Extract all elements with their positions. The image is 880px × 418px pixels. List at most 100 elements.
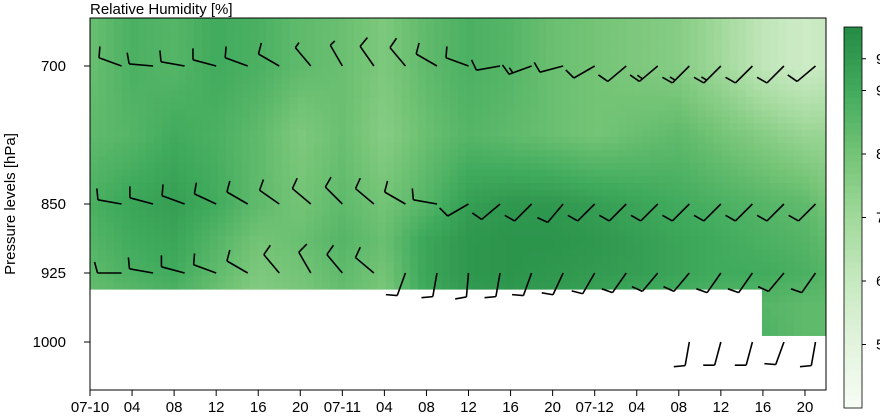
- rh-cell: [674, 222, 683, 230]
- rh-cell: [762, 282, 771, 290]
- rh-cell: [578, 123, 587, 131]
- rh-cell: [506, 249, 515, 257]
- rh-cell: [130, 282, 139, 290]
- rh-cell: [522, 83, 531, 91]
- rh-cell: [266, 169, 275, 177]
- rh-cell: [314, 282, 323, 290]
- rh-cell: [162, 57, 171, 65]
- rh-cell: [602, 156, 611, 164]
- rh-cell: [762, 37, 771, 45]
- rh-cell: [770, 43, 779, 52]
- rh-cell: [442, 30, 451, 38]
- rh-cell: [794, 156, 803, 164]
- rh-cell: [314, 216, 323, 224]
- rh-cell: [642, 18, 651, 25]
- rh-cell: [634, 136, 643, 144]
- rh-cell: [570, 163, 579, 171]
- rh-cell: [410, 103, 419, 111]
- rh-cell: [586, 262, 595, 270]
- rh-cell: [458, 90, 467, 98]
- rh-cell: [114, 169, 123, 177]
- rh-cell: [346, 37, 355, 45]
- rh-cell: [554, 176, 563, 184]
- rh-cell: [258, 57, 267, 65]
- rh-cell: [650, 209, 659, 217]
- rh-cell: [346, 183, 355, 191]
- wind-barb: [90, 65, 91, 66]
- rh-cell: [674, 275, 683, 283]
- rh-cell: [482, 176, 491, 184]
- rh-cell: [106, 156, 115, 164]
- rh-cell: [594, 236, 603, 244]
- rh-cell: [242, 249, 251, 257]
- rh-cell: [730, 110, 739, 118]
- rh-cell: [298, 130, 307, 138]
- rh-cell: [578, 189, 587, 197]
- rh-cell: [362, 136, 371, 144]
- rh-cell: [178, 189, 187, 197]
- rh-cell: [170, 103, 179, 111]
- rh-cell: [690, 176, 699, 184]
- rh-cell: [162, 83, 171, 91]
- rh-cell: [562, 70, 571, 78]
- rh-cell: [298, 209, 307, 217]
- rh-cell: [202, 24, 211, 32]
- rh-cell: [474, 30, 483, 38]
- rh-cell: [258, 90, 267, 98]
- rh-cell: [506, 37, 515, 45]
- rh-cell: [794, 149, 803, 158]
- rh-cell: [714, 282, 723, 290]
- rh-cell: [722, 262, 731, 270]
- rh-cell: [562, 24, 571, 32]
- rh-cell: [298, 149, 307, 158]
- rh-cell: [362, 96, 371, 105]
- rh-cell: [234, 236, 243, 244]
- rh-cell: [250, 216, 259, 224]
- rh-cell: [522, 18, 531, 19]
- rh-cell: [282, 189, 291, 197]
- rh-cell: [658, 275, 667, 283]
- rh-cell: [586, 169, 595, 177]
- rh-cell: [482, 123, 491, 131]
- rh-cell: [818, 275, 826, 283]
- rh-cell: [194, 163, 203, 171]
- rh-cell: [530, 229, 539, 237]
- rh-cell: [690, 202, 699, 211]
- rh-cell: [618, 30, 627, 38]
- rh-cell: [754, 116, 763, 124]
- rh-cell: [794, 143, 803, 151]
- rh-cell: [178, 50, 187, 58]
- rh-cell: [570, 30, 579, 38]
- rh-cell: [218, 57, 227, 65]
- rh-cell: [266, 262, 275, 270]
- rh-cell: [522, 209, 531, 217]
- rh-cell: [362, 282, 371, 290]
- rh-cell: [370, 110, 379, 118]
- rh-cell: [154, 18, 163, 25]
- rh-cell: [794, 70, 803, 78]
- rh-cell: [722, 249, 731, 257]
- rh-cell: [210, 216, 219, 224]
- rh-cell: [170, 90, 179, 98]
- rh-cell: [522, 236, 531, 244]
- rh-cell: [682, 83, 691, 91]
- wind-barb: [598, 203, 627, 222]
- rh-cell: [482, 37, 491, 45]
- rh-cell: [682, 275, 691, 283]
- rh-cell: [402, 123, 411, 131]
- rh-cell: [594, 149, 603, 158]
- rh-cell: [314, 123, 323, 131]
- rh-cell: [330, 130, 339, 138]
- colorbar-segment: [844, 319, 862, 327]
- rh-cell: [706, 77, 715, 85]
- rh-cell: [594, 275, 603, 283]
- rh-cell: [426, 242, 435, 250]
- rh-cell: [114, 43, 123, 52]
- rh-cell: [602, 183, 611, 191]
- rh-cell: [538, 229, 547, 237]
- rh-cell: [418, 77, 427, 85]
- rh-cell: [322, 163, 331, 171]
- rh-cell: [410, 30, 419, 38]
- rh-cell: [770, 18, 779, 25]
- rh-cell: [778, 143, 787, 151]
